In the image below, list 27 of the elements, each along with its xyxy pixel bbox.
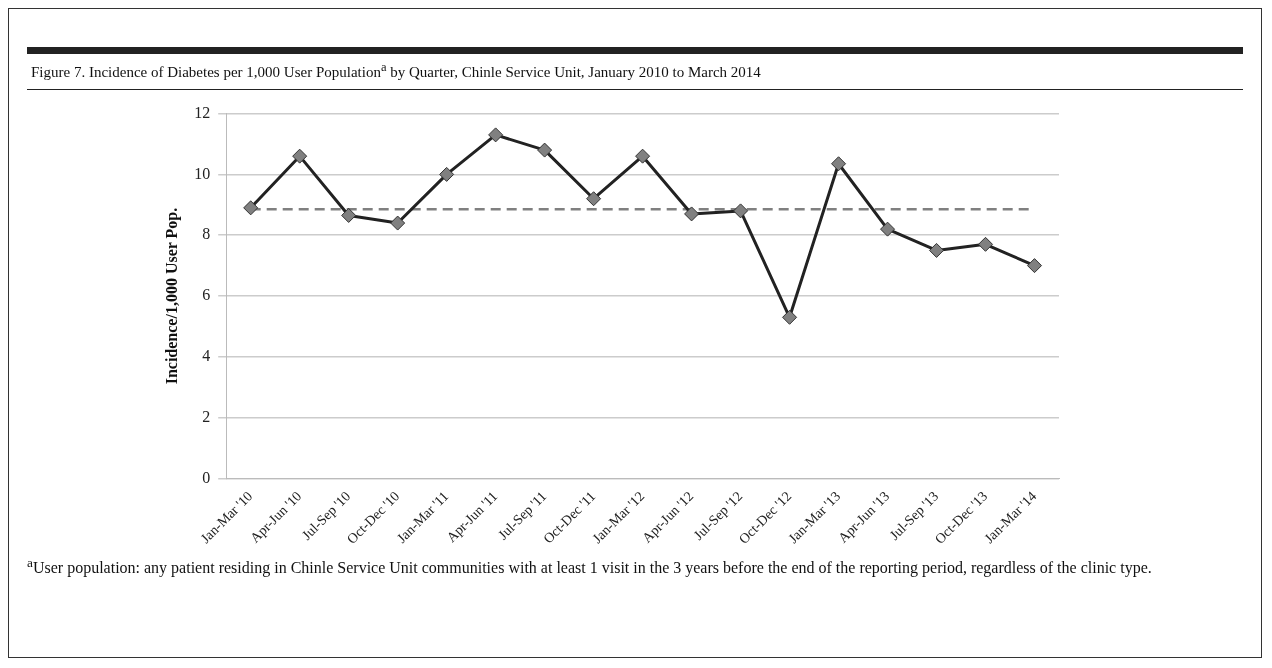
y-tick-label: 0 <box>202 468 211 486</box>
point <box>733 203 749 219</box>
point <box>537 142 553 158</box>
y-tick-label: 2 <box>202 407 211 425</box>
point <box>243 200 259 216</box>
point <box>1027 258 1043 274</box>
y-tick-label: 12 <box>194 103 211 121</box>
point <box>586 191 602 207</box>
y-tick-label: 10 <box>194 164 211 182</box>
point <box>390 215 406 231</box>
text: $^{a}$User population: any patient residing in Chinle Service Unit communities with at least 1 visit in the 3 years before the end of the reporting period, regardless of the clinic type. <box>27 554 1153 579</box>
point <box>880 221 896 237</box>
y-tick-label: 6 <box>202 286 211 304</box>
point <box>439 166 455 182</box>
y-axis-title: Incidence/1,000 User Pop. <box>162 207 181 385</box>
point <box>292 148 308 164</box>
point <box>635 148 651 164</box>
point <box>684 206 700 222</box>
point <box>782 309 798 325</box>
y-tick-label: 8 <box>202 225 211 243</box>
y-tick-label: 4 <box>202 347 211 365</box>
point <box>341 207 357 223</box>
point <box>488 127 504 143</box>
point <box>978 236 994 252</box>
point <box>831 156 847 172</box>
point <box>929 242 945 258</box>
chart-title: Figure 7. Incidence of Diabetes per 1,000 User Population$^{a}$ by Quarter, Chinle Service Unit, January 2010 to March 2014 <box>31 60 761 80</box>
